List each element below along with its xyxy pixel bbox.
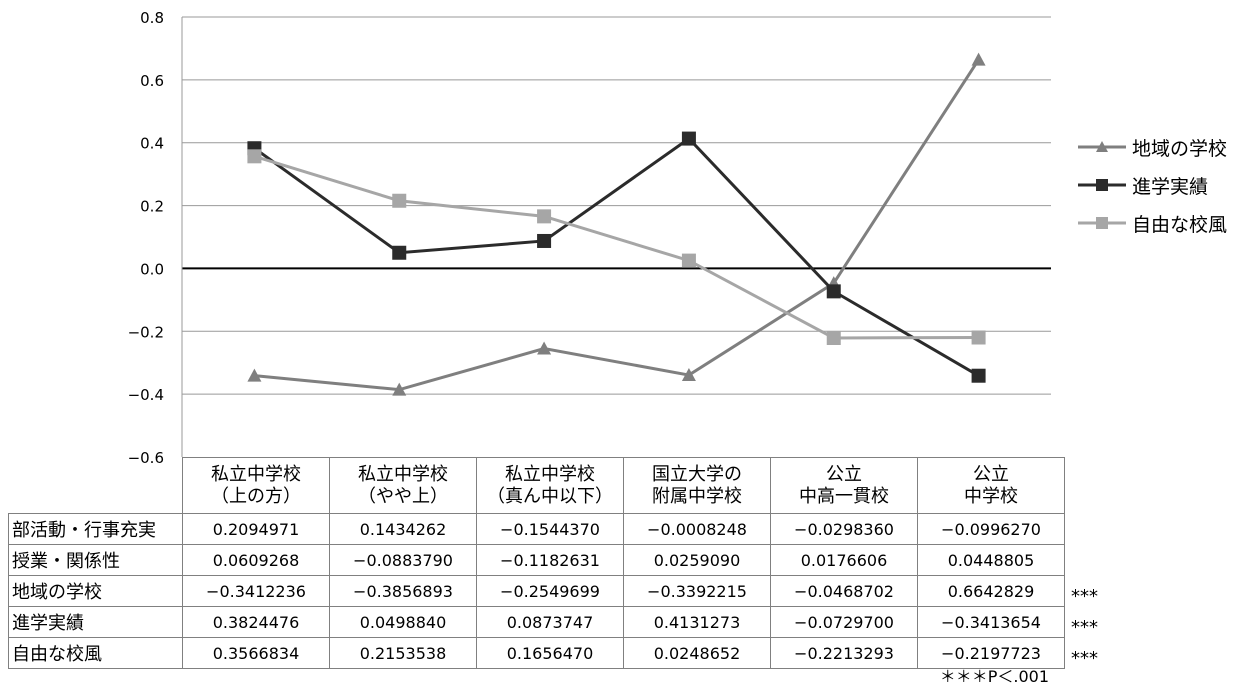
y-tick-label: −0.6 — [128, 449, 164, 467]
y-tick-label: 0.8 — [140, 9, 164, 27]
y-tick-label: 0.6 — [140, 72, 164, 90]
data-point — [681, 253, 696, 268]
table-cell: −0.3412236 — [182, 575, 330, 607]
table-cell: 0.1656470 — [476, 637, 624, 669]
legend-label: 地域の学校 — [1132, 137, 1228, 160]
series-line-2 — [253, 154, 979, 340]
y-tick-label: 0.4 — [140, 135, 164, 153]
data-point — [826, 330, 841, 345]
data-point — [681, 368, 696, 382]
table-cell: −0.3392215 — [623, 575, 771, 607]
data-point — [392, 382, 407, 396]
table-row: 地域の学校 −0.3412236 −0.3856893 −0.2549699 −… — [8, 575, 1115, 607]
row-label: 授業・関係性 — [8, 544, 183, 576]
table-row: 進学実績 0.3824476 0.0498840 0.0873747 0.413… — [8, 606, 1115, 638]
table-cell: 0.6642829 — [917, 575, 1065, 607]
table-cell: −0.0468702 — [770, 575, 918, 607]
table-cell: 0.0248652 — [623, 637, 771, 669]
table-cell: −0.1544370 — [476, 513, 624, 545]
row-label: 進学実績 — [8, 606, 183, 638]
significance-mark — [1065, 545, 1115, 576]
data-point — [826, 284, 841, 299]
significance-mark: *** — [1071, 616, 1098, 638]
square-marker-icon — [1078, 217, 1126, 229]
legend-label: 進学実績 — [1132, 175, 1209, 198]
table-cell: 0.3824476 — [182, 606, 330, 638]
column-header: 私立中学校 （やや上） — [329, 457, 477, 514]
table-cell: −0.2213293 — [770, 637, 918, 669]
table-cell: 0.0176606 — [770, 544, 918, 576]
y-tick-label: −0.2 — [128, 323, 164, 341]
table-cell: 0.0259090 — [623, 544, 771, 576]
row-label: 自由な校風 — [8, 637, 183, 669]
data-point — [537, 341, 552, 355]
row-label: 地域の学校 — [8, 575, 183, 607]
table-cell: 0.3566834 — [182, 637, 330, 669]
triangle-marker-icon — [1078, 141, 1126, 152]
row-label: 部活動・行事充実 — [8, 513, 183, 545]
y-tick-label: 0.2 — [140, 198, 164, 216]
table-cell: 0.4131273 — [623, 606, 771, 638]
gridlines — [182, 16, 1051, 395]
data-point — [971, 330, 986, 345]
legend-item-jiyu: 自由な校風 — [1078, 204, 1227, 242]
series-lines — [247, 52, 986, 396]
data-point — [537, 209, 552, 224]
table-row: 授業・関係性 0.0609268 −0.0883790 −0.1182631 0… — [8, 544, 1115, 576]
legend: 地域の学校 進学実績 自由な校風 — [1078, 128, 1227, 242]
table-row: 部活動・行事充実 0.2094971 0.1434262 −0.1544370 … — [8, 513, 1115, 545]
column-header: 公立 中高一貫校 — [770, 457, 918, 514]
table-cell: −0.2549699 — [476, 575, 624, 607]
table-cell: −0.3413654 — [917, 606, 1065, 638]
table-cell: 0.2094971 — [182, 513, 330, 545]
column-header: 公立 中学校 — [917, 457, 1065, 514]
series-line-1 — [253, 136, 980, 378]
y-tick-label: −0.4 — [128, 386, 164, 404]
table-cell: 0.0609268 — [182, 544, 330, 576]
table-cell: −0.0996270 — [917, 513, 1065, 545]
data-point — [537, 233, 552, 248]
legend-item-chiiki: 地域の学校 — [1078, 128, 1227, 166]
data-point — [392, 193, 407, 208]
table-cell: 0.0498840 — [329, 606, 477, 638]
table-cell: −0.1182631 — [476, 544, 624, 576]
table-cell: −0.3856893 — [329, 575, 477, 607]
y-axis: 0.8 0.6 0.4 0.2 0.0 −0.2 −0.4 −0.6 — [128, 9, 183, 467]
table-cell: 0.2153538 — [329, 637, 477, 669]
table-cell: −0.2197723 — [917, 637, 1065, 669]
legend-item-shingaku: 進学実績 — [1078, 166, 1227, 204]
data-point — [971, 52, 986, 66]
legend-label: 自由な校風 — [1132, 213, 1228, 236]
table-cell: 0.1434262 — [329, 513, 477, 545]
significance-mark: *** — [1071, 647, 1098, 669]
data-table: 私立中学校 （上の方） 私立中学校 （やや上） 私立中学校 （真ん中以下） 国立大学の… — [8, 457, 1115, 669]
significance-note: ＊＊＊P＜.001 — [939, 667, 1049, 686]
table-row: 自由な校風 0.3566834 0.2153538 0.1656470 0.02… — [8, 637, 1115, 669]
data-point — [971, 368, 986, 383]
table-corner — [9, 458, 183, 514]
column-header: 私立中学校 （上の方） — [182, 457, 330, 514]
data-point — [247, 368, 262, 382]
table-cell: 0.0873747 — [476, 606, 624, 638]
series-line-0 — [254, 58, 980, 392]
column-header: 私立中学校 （真ん中以下） — [476, 457, 624, 514]
significance-mark: *** — [1071, 585, 1098, 607]
table-cell: 0.0448805 — [917, 544, 1065, 576]
square-marker-icon — [1078, 179, 1126, 191]
y-tick-label: 0.0 — [140, 260, 164, 278]
table-cell: −0.0883790 — [329, 544, 477, 576]
table-cell: −0.0298360 — [770, 513, 918, 545]
column-header: 国立大学の 附属中学校 — [623, 457, 771, 514]
significance-mark — [1065, 514, 1115, 545]
table-cell: −0.0729700 — [770, 606, 918, 638]
data-point — [247, 149, 262, 164]
table-cell: −0.0008248 — [623, 513, 771, 545]
data-point — [392, 245, 407, 260]
data-point — [681, 131, 696, 146]
